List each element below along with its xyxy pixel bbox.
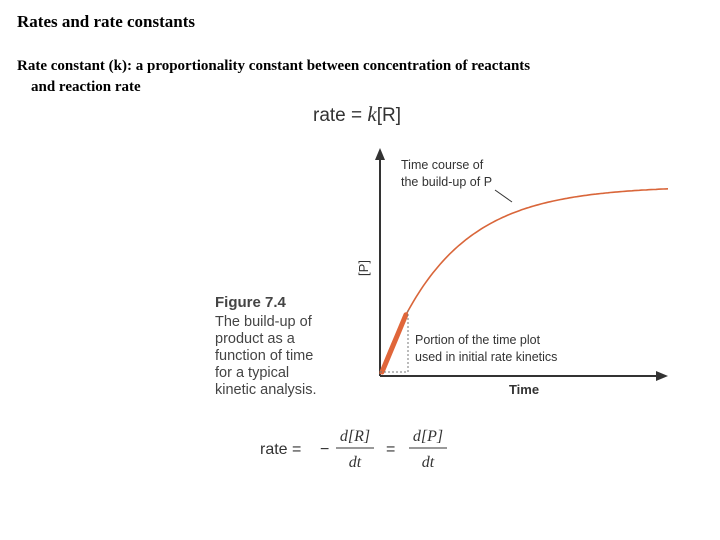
annotation-initial-rate-line2: used in initial rate kinetics	[415, 350, 557, 364]
annotation-time-course-leader	[494, 189, 513, 203]
rate-law-equation: rate = k[R]	[313, 102, 401, 127]
annotation-time-course-line2: the build-up of P	[401, 175, 492, 189]
series-line-product	[379, 188, 669, 375]
rate-law-lhs: rate =	[313, 105, 368, 126]
equation-numerator-p: d[P]	[413, 428, 443, 445]
product-buildup-chart: [P] Time Time course of the build-up of …	[356, 148, 669, 397]
figure-label: Figure 7.4	[215, 294, 286, 311]
figure-caption: The build-up of product as a function of…	[215, 314, 317, 398]
definition-text: Rate constant (k): a proportionality con…	[17, 56, 657, 98]
equation-rate-label: rate =	[260, 441, 301, 458]
rate-constant-symbol: k	[367, 102, 377, 126]
equation-equals-sign: =	[386, 441, 395, 458]
y-axis-label: [P]	[356, 260, 371, 276]
y-axis-arrow	[375, 148, 385, 160]
rate-law-rhs: [R]	[376, 105, 402, 126]
differential-rate-equation: rate = − d[R] dt = d[P] dt	[260, 428, 447, 471]
definition-line-2: and reaction rate	[31, 79, 141, 95]
definition-line-1: Rate constant (k): a proportionality con…	[17, 58, 531, 74]
equation-denominator-1: dt	[349, 454, 362, 471]
annotation-initial-rate-line1: Portion of the time plot	[415, 333, 541, 347]
x-axis-arrow	[656, 371, 668, 381]
equation-minus-sign: −	[320, 441, 329, 458]
x-axis-label: Time	[509, 382, 539, 397]
initial-rate-segment	[379, 312, 409, 375]
equation-denominator-2: dt	[422, 454, 435, 471]
annotation-time-course-line1: Time course of	[401, 158, 484, 172]
equation-numerator-r: d[R]	[340, 428, 370, 445]
slide-title: Rates and rate constants	[17, 12, 196, 31]
